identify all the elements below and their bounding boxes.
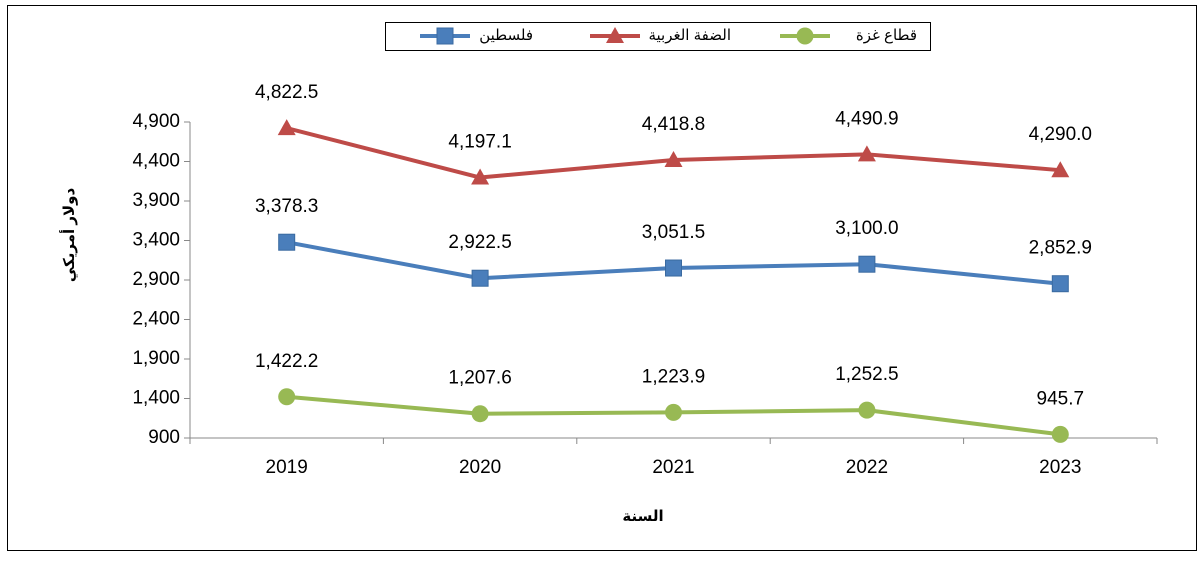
- data-label: 4,290.0: [1029, 124, 1092, 145]
- data-point: [471, 269, 489, 287]
- data-point: [278, 233, 296, 251]
- data-point: [471, 168, 490, 185]
- data-label: 4,490.9: [835, 108, 898, 129]
- data-point: [665, 259, 682, 277]
- x-tick-label: 2021: [652, 457, 694, 478]
- data-label: 4,418.8: [642, 114, 705, 135]
- data-label: 1,223.9: [642, 366, 705, 387]
- x-tick-label: 2023: [1039, 457, 1081, 478]
- y-tick-label: 3,400: [132, 230, 180, 251]
- data-label: 945.7: [1037, 388, 1085, 409]
- data-point: [277, 119, 296, 136]
- data-point: [1051, 161, 1070, 178]
- y-tick-label: 4,400: [132, 151, 180, 172]
- data-label: 1,422.2: [255, 351, 318, 372]
- data-label: 3,100.0: [835, 218, 898, 239]
- data-point: [1051, 275, 1069, 293]
- legend-marker: [436, 27, 454, 45]
- data-label: 2,852.9: [1029, 238, 1092, 259]
- data-label: 3,051.5: [642, 222, 705, 243]
- y-axis-title: دولار أمريكي: [59, 188, 78, 283]
- x-tick-label: 2020: [459, 457, 501, 478]
- data-point: [471, 405, 489, 423]
- data-point: [278, 388, 296, 406]
- legend-box: [385, 22, 931, 51]
- legend-marker: [796, 27, 814, 45]
- y-tick-label: 1,900: [132, 348, 180, 369]
- data-point: [857, 145, 876, 162]
- data-label: 4,822.5: [255, 82, 318, 103]
- y-tick-label: 3,900: [132, 190, 180, 211]
- x-axis-title: السنة: [622, 508, 663, 525]
- data-point: [665, 403, 682, 421]
- data-label: 1,207.6: [448, 368, 511, 389]
- data-point: [664, 151, 683, 168]
- data-label: 3,378.3: [255, 196, 318, 217]
- y-tick-label: 1,400: [132, 388, 180, 409]
- legend-text: قطاع غزة: [856, 27, 917, 44]
- legend-text: فلسطين: [479, 27, 533, 44]
- y-tick-label: 900: [148, 427, 180, 448]
- y-tick-label: 2,900: [132, 269, 180, 290]
- data-label: 4,197.1: [448, 132, 511, 153]
- data-point: [858, 255, 876, 273]
- data-label: 2,922.5: [448, 232, 511, 253]
- data-point: [1051, 425, 1069, 443]
- legend-text: الضفة الغربية: [648, 27, 731, 44]
- data-point: [858, 401, 876, 419]
- y-tick-label: 4,900: [132, 111, 180, 132]
- x-tick-label: 2022: [846, 457, 888, 478]
- x-tick-label: 2019: [266, 457, 308, 478]
- data-label: 1,252.5: [835, 364, 898, 385]
- y-tick-label: 2,400: [132, 309, 180, 330]
- legend-marker: [606, 27, 624, 43]
